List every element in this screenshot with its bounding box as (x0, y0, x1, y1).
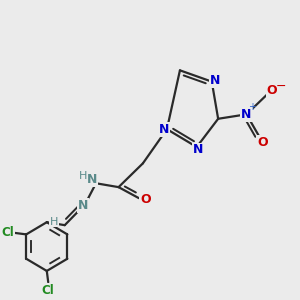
Text: N: N (159, 123, 169, 136)
Text: Cl: Cl (42, 284, 55, 297)
Text: Cl: Cl (1, 226, 14, 239)
Text: N: N (77, 200, 88, 212)
Text: +: + (248, 102, 256, 112)
Text: N: N (210, 74, 220, 87)
Text: N: N (193, 143, 203, 157)
Text: N: N (241, 108, 252, 121)
Text: N: N (86, 173, 97, 186)
Text: H: H (79, 171, 87, 181)
Text: O: O (140, 193, 151, 206)
Text: O: O (267, 84, 277, 97)
Text: −: − (275, 80, 286, 93)
Text: H: H (50, 217, 58, 226)
Text: O: O (257, 136, 268, 149)
